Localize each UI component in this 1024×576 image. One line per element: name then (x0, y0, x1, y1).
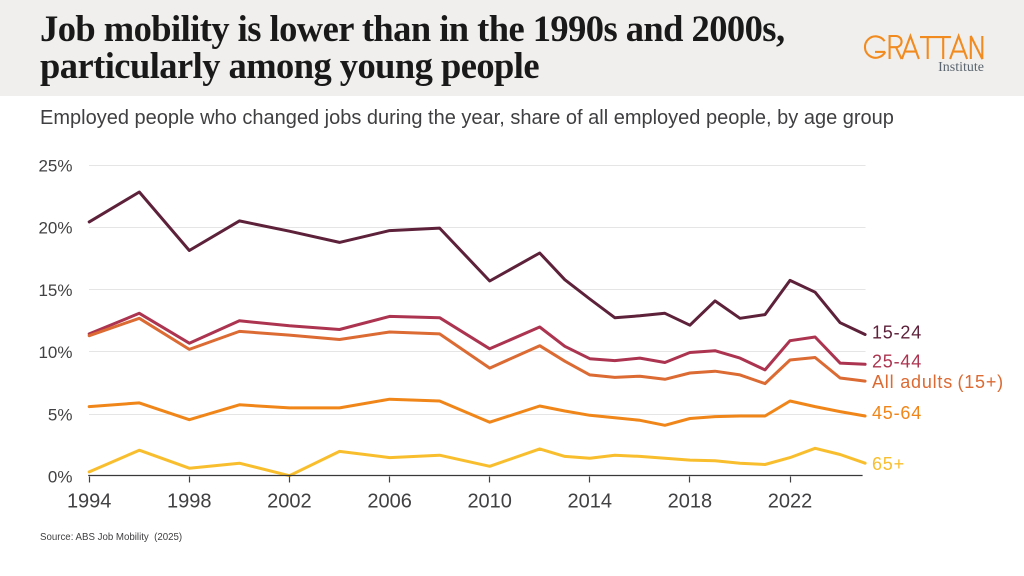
svg-text:20%: 20% (38, 219, 72, 238)
svg-text:15%: 15% (38, 281, 72, 300)
svg-text:2010: 2010 (467, 490, 512, 512)
svg-text:10%: 10% (38, 343, 72, 362)
svg-text:65+: 65+ (872, 454, 905, 474)
svg-text:2014: 2014 (568, 490, 613, 512)
svg-text:2006: 2006 (367, 490, 412, 512)
svg-text:15-24: 15-24 (872, 322, 922, 342)
svg-text:5%: 5% (48, 405, 73, 424)
svg-text:1994: 1994 (67, 490, 112, 512)
svg-text:All adults (15+): All adults (15+) (872, 372, 1004, 392)
svg-text:0%: 0% (48, 467, 73, 486)
svg-text:45-64: 45-64 (872, 403, 922, 423)
svg-text:2018: 2018 (668, 490, 713, 512)
svg-text:1998: 1998 (167, 490, 212, 512)
svg-text:25-44: 25-44 (872, 352, 922, 372)
svg-text:2022: 2022 (768, 490, 813, 512)
svg-text:25%: 25% (38, 157, 72, 176)
svg-text:2002: 2002 (267, 490, 312, 512)
